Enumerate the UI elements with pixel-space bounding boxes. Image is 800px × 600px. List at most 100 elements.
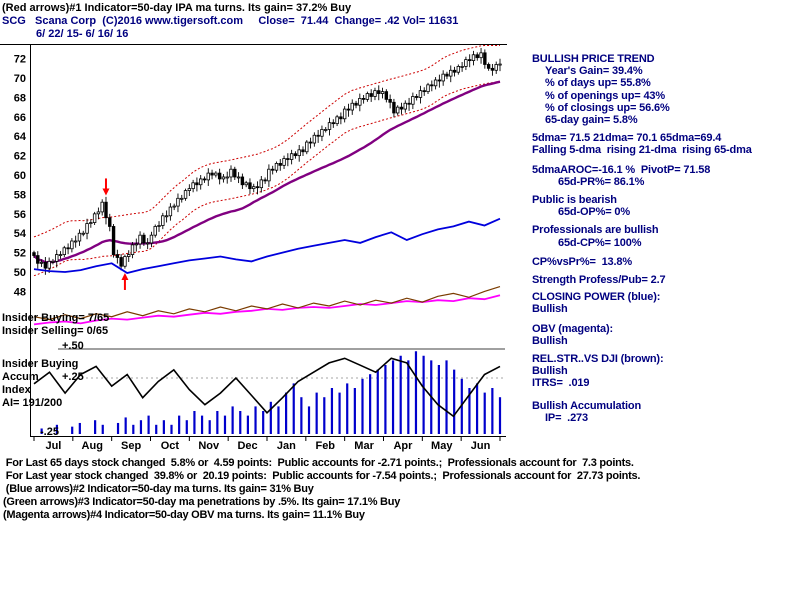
candle-body — [55, 254, 59, 262]
accum-title-line1: Insider Buying — [2, 358, 79, 370]
candle-body — [418, 90, 423, 98]
right-panel-line: Bullish — [532, 334, 568, 347]
candle-body — [267, 168, 271, 182]
candle-body — [229, 168, 233, 178]
upper-band-line — [33, 45, 500, 238]
right-panel-line: 65d-CP%= 100% — [558, 236, 642, 249]
bottom-note-line: For Last year stock changed 39.8% or 20.… — [3, 470, 641, 482]
y-axis-label: 72 — [14, 54, 26, 66]
candle-body — [479, 52, 483, 59]
candle-body — [422, 90, 426, 93]
bottom-note-line: (Green arrows)#3 Indicator=50-day ma pen… — [3, 496, 401, 508]
right-panel-line: 65d-PR%= 86.1% — [558, 175, 645, 188]
y-axis-label: 70 — [14, 73, 26, 85]
right-panel-line: Falling 5-dma rising 21-dma rising 65-dm… — [532, 144, 752, 157]
x-axis-label: Sep — [121, 440, 141, 452]
candle-body — [127, 254, 131, 257]
right-panel-line: Bullish Accumulation — [532, 399, 642, 412]
candle-body — [305, 141, 309, 153]
candle-body — [111, 226, 116, 255]
candle-body — [399, 106, 404, 110]
candle-body — [96, 211, 101, 215]
candle-body — [191, 182, 195, 190]
candle-body — [176, 197, 180, 207]
y-axis-label: 58 — [14, 189, 26, 201]
candle-body — [490, 67, 495, 71]
rel-strength-line — [33, 286, 501, 321]
x-axis-label: Aug — [82, 440, 103, 452]
candle-body — [73, 240, 78, 243]
y-axis-label: 60 — [14, 170, 26, 182]
accum-title-line3: Index — [2, 384, 31, 396]
candle-body — [51, 260, 55, 263]
accum-minus25-label: -.25 — [40, 426, 59, 438]
y-axis-label: 66 — [14, 112, 26, 124]
candle-body — [145, 242, 150, 245]
candle-body — [414, 96, 419, 98]
right-panel-line: CLOSING POWER (blue): — [532, 291, 661, 304]
candle-body — [195, 182, 199, 186]
candle-body — [210, 172, 214, 176]
candle-body — [217, 172, 222, 180]
accum-ai-label: AI= 191/200 — [2, 397, 63, 409]
candle-body — [100, 201, 104, 213]
candle-body — [486, 64, 491, 69]
candle-body — [92, 213, 97, 223]
candle-body — [433, 79, 438, 87]
candle-body — [358, 98, 362, 106]
candle-body — [396, 106, 400, 114]
ticker-summary: SCG Scana Corp (C)2016 www.tigersoft.com… — [2, 15, 459, 27]
accum-index-line — [33, 357, 501, 418]
bottom-note-line: For Last 65 days stock changed 5.8% or 4… — [3, 457, 634, 469]
candle-body — [32, 252, 36, 256]
candle-body — [286, 158, 290, 160]
insider-buying-label: Insider Buying= 7/65 — [2, 312, 110, 324]
x-axis-label: Apr — [393, 440, 413, 452]
candle-body — [43, 261, 48, 269]
buy-arrow — [121, 272, 129, 280]
candle-body — [437, 79, 442, 82]
x-axis-label: Dec — [237, 440, 257, 452]
candle-body — [312, 134, 317, 144]
candle-body — [198, 178, 203, 186]
right-panel-line: Bullish — [532, 303, 568, 316]
candle-body — [252, 186, 256, 190]
candle-body — [36, 255, 40, 264]
candle-body — [244, 182, 248, 186]
y-axis-label: 62 — [14, 151, 26, 163]
candle-body — [335, 116, 339, 125]
candle-body — [164, 215, 169, 218]
right-panel-line: % of openings up= 43% — [545, 89, 666, 102]
candle-body — [172, 205, 176, 208]
candle-body — [263, 179, 267, 182]
candle-body — [407, 102, 411, 105]
candle-body — [157, 225, 161, 227]
candle-body — [255, 186, 260, 189]
candle-body — [475, 54, 479, 59]
lower-band-line — [33, 81, 501, 277]
x-axis-label: Jul — [45, 440, 61, 452]
candle-body — [39, 261, 44, 264]
candle-body — [456, 66, 461, 73]
candle-body — [339, 116, 343, 120]
candle-body — [426, 84, 430, 93]
y-axis-label: 68 — [14, 92, 26, 104]
candle-body — [377, 90, 381, 94]
candle-body — [369, 93, 373, 97]
x-axis-label: Nov — [198, 440, 220, 452]
y-axis-label: 64 — [14, 131, 27, 143]
candle-body — [449, 69, 453, 77]
candle-body — [274, 162, 279, 171]
candle-body — [70, 240, 74, 250]
candle-body — [403, 102, 407, 110]
candle-body — [498, 63, 502, 66]
candle-body — [350, 102, 354, 111]
right-panel: BULLISH PRICE TREND Year's Gain= 39.4%% o… — [532, 53, 800, 424]
y-axis-label: 56 — [14, 209, 26, 221]
candle-body — [388, 98, 392, 103]
candle-body — [289, 153, 294, 160]
candle-body — [221, 176, 226, 180]
candle-body — [240, 176, 245, 186]
